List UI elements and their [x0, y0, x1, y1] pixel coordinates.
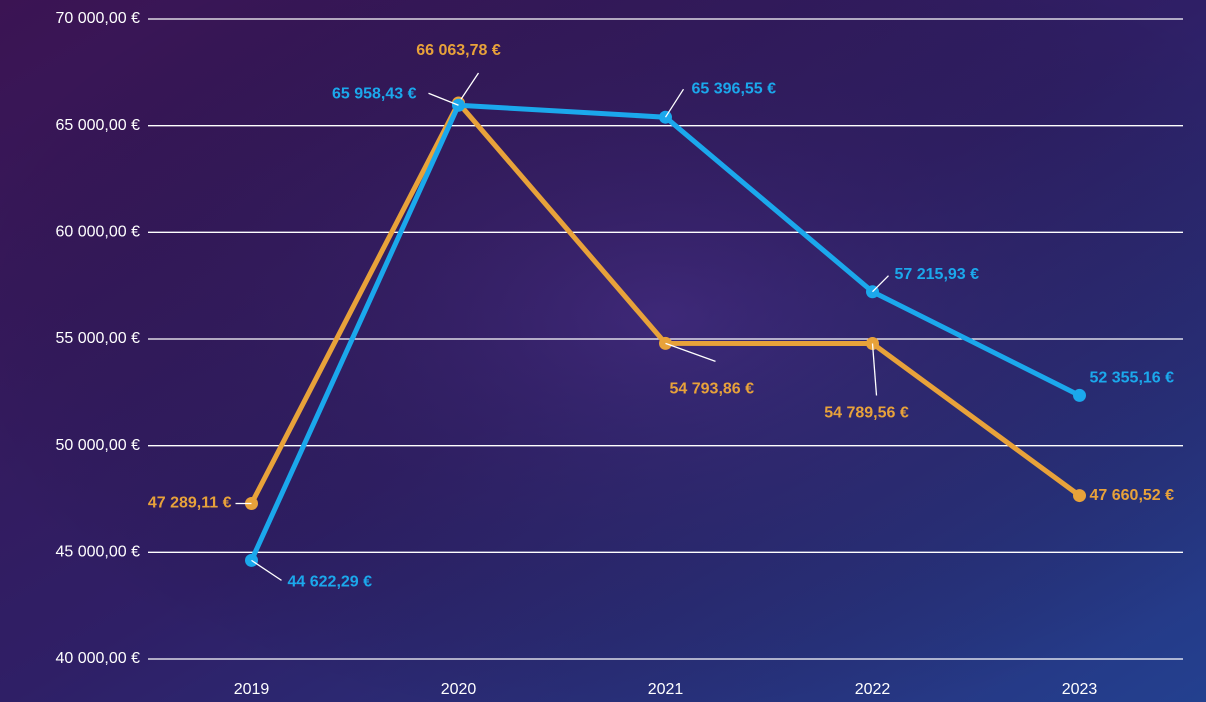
- leader-line: [665, 342, 716, 363]
- leader-line: [251, 559, 282, 581]
- y-tick-label: 70 000,00 €: [55, 10, 140, 27]
- data-label: 44 622,29 €: [288, 574, 373, 591]
- x-tick-label: 2022: [855, 681, 891, 698]
- point-marker: [1073, 388, 1086, 402]
- data-label: 66 063,78 €: [416, 42, 501, 59]
- data-label: 65 958,43 €: [332, 85, 417, 102]
- data-label: 47 289,11 €: [148, 495, 232, 512]
- x-tick-label: 2021: [648, 681, 684, 698]
- leader-line: [872, 275, 889, 293]
- data-label: 47 660,52 €: [1090, 487, 1175, 504]
- data-label: 65 396,55 €: [692, 80, 777, 97]
- leader-line: [428, 92, 459, 106]
- y-tick-label: 55 000,00 €: [55, 330, 140, 347]
- y-tick-label: 45 000,00 €: [55, 544, 140, 561]
- data-label: 54 793,86 €: [670, 381, 755, 398]
- y-tick-label: 50 000,00 €: [55, 437, 140, 454]
- x-tick-label: 2019: [234, 681, 270, 698]
- leader-line: [664, 88, 685, 118]
- leader-line: [871, 343, 878, 396]
- data-label: 54 789,56 €: [824, 405, 909, 422]
- y-tick-label: 40 000,00 €: [55, 650, 140, 667]
- x-tick-label: 2020: [441, 681, 477, 698]
- x-tick-label: 2023: [1062, 681, 1098, 698]
- leader-line: [457, 72, 480, 104]
- point-marker: [1073, 489, 1086, 503]
- data-label: 52 355,16 €: [1090, 370, 1175, 387]
- y-tick-label: 60 000,00 €: [55, 224, 140, 241]
- data-label: 57 215,93 €: [895, 266, 980, 283]
- y-tick-label: 65 000,00 €: [55, 117, 140, 134]
